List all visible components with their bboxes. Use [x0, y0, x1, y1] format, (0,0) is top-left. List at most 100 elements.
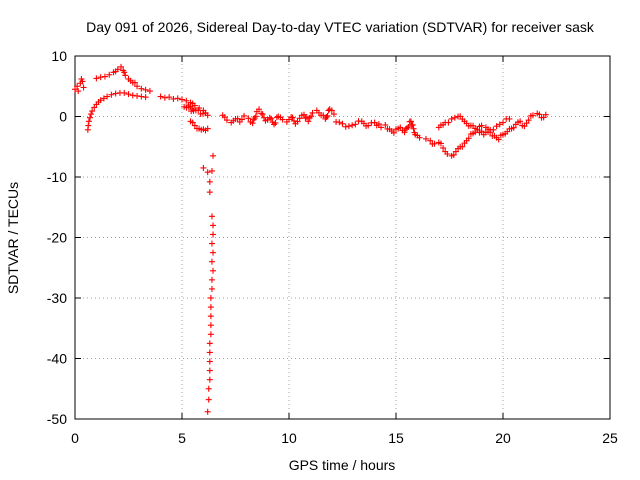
y-tick-label: -20 [47, 230, 67, 246]
data-point [521, 123, 528, 130]
data-point [451, 114, 458, 121]
data-point [510, 124, 517, 131]
data-point [490, 126, 497, 133]
data-point [245, 115, 252, 122]
x-tick-label: 0 [71, 430, 79, 446]
data-point [134, 83, 141, 90]
data-point [289, 114, 296, 121]
data-point [170, 95, 177, 102]
data-point [238, 116, 245, 123]
data-point [440, 144, 447, 151]
data-point [181, 103, 188, 110]
y-axis-label: SDTVAR / TECUs [5, 182, 21, 294]
data-point [495, 136, 502, 143]
data-point [106, 71, 113, 78]
data-point [506, 115, 513, 122]
data-point [252, 113, 259, 120]
x-tick-label: 15 [388, 430, 404, 446]
data-point [89, 108, 96, 115]
data-points [72, 63, 549, 415]
data-point [294, 118, 301, 125]
data-point [259, 111, 266, 118]
data-point [101, 73, 108, 80]
data-point [174, 95, 181, 102]
data-point [157, 93, 164, 100]
data-point [118, 63, 125, 70]
data-point [183, 97, 190, 104]
data-point [88, 111, 95, 118]
data-point [271, 121, 278, 128]
data-point [296, 115, 303, 122]
data-point [375, 120, 382, 127]
x-tick-label: 25 [602, 430, 618, 446]
data-point [339, 120, 346, 127]
data-point [397, 124, 404, 131]
y-tick-label: 0 [59, 109, 67, 125]
data-point [86, 114, 93, 121]
data-point [204, 408, 211, 415]
data-point [72, 86, 78, 93]
data-point [517, 118, 524, 125]
x-tick-label: 5 [178, 430, 186, 446]
data-point [79, 78, 86, 85]
grid [75, 56, 610, 419]
data-point [416, 134, 423, 141]
data-point [97, 97, 104, 104]
data-point [189, 119, 196, 126]
data-point [208, 240, 215, 247]
data-point [536, 111, 543, 118]
chart-title: Day 091 of 2026, Sidereal Day-to-day VTE… [86, 19, 595, 35]
data-point [100, 95, 107, 102]
data-point [97, 74, 104, 81]
data-point [206, 340, 213, 347]
data-point [191, 102, 198, 109]
data-point [525, 117, 532, 124]
data-point [324, 112, 331, 119]
data-point [345, 123, 352, 130]
data-point [207, 331, 214, 338]
data-point [85, 118, 92, 125]
data-point [129, 92, 136, 99]
data-point [200, 164, 207, 171]
data-point [74, 83, 81, 90]
data-point [320, 112, 327, 119]
data-point [405, 123, 412, 130]
data-point [208, 258, 215, 265]
data-point [104, 93, 111, 100]
data-point [191, 122, 198, 129]
data-point [404, 124, 411, 131]
data-point [204, 169, 211, 176]
data-point [323, 114, 330, 121]
data-point [206, 178, 213, 185]
data-point [206, 358, 213, 365]
data-point [493, 123, 500, 130]
data-point [365, 122, 372, 129]
data-point [210, 231, 217, 238]
data-point [125, 91, 132, 98]
data-point [80, 84, 87, 91]
data-point [452, 148, 459, 155]
data-point [422, 135, 429, 142]
data-point [478, 122, 485, 129]
y-tick-label: -50 [47, 411, 67, 427]
data-point [241, 112, 248, 119]
data-point [328, 107, 335, 114]
data-point [261, 114, 268, 121]
data-point [142, 94, 149, 101]
data-point [210, 222, 217, 229]
data-point [309, 109, 316, 116]
data-point [114, 66, 121, 73]
data-point [478, 128, 485, 135]
data-point [189, 106, 196, 113]
data-point [210, 152, 217, 159]
data-point [300, 111, 307, 118]
data-point [207, 313, 214, 320]
x-tick-label: 20 [495, 430, 511, 446]
y-tick-label: -30 [47, 290, 67, 306]
data-point [303, 114, 310, 121]
data-point [205, 385, 212, 392]
data-point [131, 79, 138, 86]
x-axis-ticks: 0 5 10 15 20 25 [71, 56, 618, 446]
y-tick-label: -40 [47, 351, 67, 367]
data-point [437, 140, 444, 147]
